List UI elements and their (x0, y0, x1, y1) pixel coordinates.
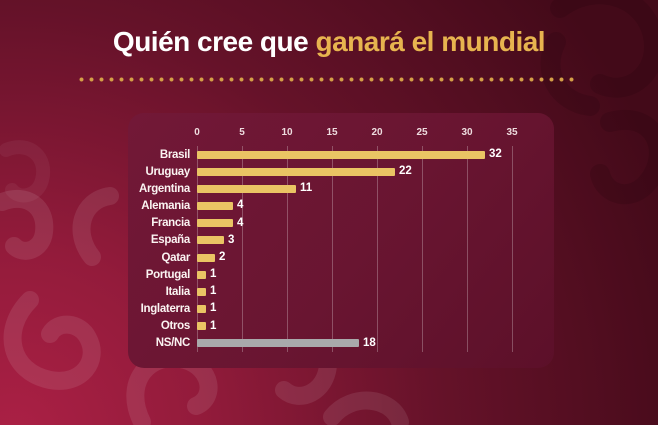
gridline (377, 146, 378, 352)
bar (197, 287, 206, 296)
swirl-ornament-left (0, 140, 51, 203)
bar (197, 322, 206, 331)
bar-row: Francia 4 (128, 215, 554, 232)
category-label-cell: NS/NC (128, 337, 197, 349)
bar-row: Uruguay 22 (128, 163, 554, 180)
category-label: Uruguay (145, 165, 190, 178)
x-axis-tick-label: 25 (416, 127, 428, 138)
gridline (422, 146, 423, 352)
bar-rows: Brasil 32 Uruguay 22 Argentina 11 Alemania 4 Fra… (128, 146, 554, 352)
bar-row: España 3 (128, 232, 554, 249)
x-axis-tick-label: 30 (461, 127, 473, 138)
value-label: 1 (210, 268, 217, 281)
category-label: Inglaterra (140, 303, 191, 316)
category-label: NS/NC (155, 337, 191, 350)
bar (197, 202, 233, 211)
x-axis-tick-label: 15 (326, 127, 338, 138)
bar-row: Inglaterra 1 (128, 301, 554, 318)
value-label: 4 (237, 216, 244, 229)
gridline (467, 146, 468, 352)
value-label: 22 (399, 165, 412, 177)
category-label-cell: Italia (128, 286, 197, 298)
x-axis-tick-label: 0 (194, 127, 200, 138)
bar (197, 253, 215, 262)
value-label: 1 (210, 319, 217, 332)
category-label-cell: Portugal (128, 269, 197, 281)
value-label: 2 (219, 250, 226, 263)
category-label-cell: Inglaterra (128, 303, 197, 315)
category-label-cell: España (128, 234, 197, 246)
x-axis-tick-label: 5 (239, 127, 245, 138)
bar-row: NS/NC 18 (128, 335, 554, 352)
category-label: Alemania (141, 200, 190, 213)
bar (197, 305, 206, 314)
category-label: Argentina (139, 182, 190, 195)
bar-row: Alemania 4 (128, 198, 554, 215)
category-label-cell: Brasil (128, 149, 197, 161)
bar (197, 219, 233, 228)
bar (197, 167, 395, 176)
bar-row: Italia 1 (128, 283, 554, 300)
category-label: Francia (151, 217, 190, 230)
bar-row: Brasil 32 (128, 146, 554, 163)
category-label-cell: Alemania (128, 200, 197, 212)
dotted-divider (79, 77, 579, 82)
bar (197, 236, 224, 245)
bar (197, 339, 359, 348)
bar (197, 270, 206, 279)
category-label-cell: Uruguay (128, 166, 197, 178)
gridline (242, 146, 243, 352)
bar (197, 150, 485, 159)
category-label-cell: Argentina (128, 183, 197, 195)
bar (197, 184, 296, 193)
category-label-cell: Otros (128, 320, 197, 332)
value-label: 11 (300, 182, 313, 195)
x-axis-tick-label: 35 (506, 127, 518, 138)
value-label: 32 (489, 147, 502, 160)
title-text: Quién cree que (112, 26, 309, 57)
value-label: 3 (228, 233, 235, 246)
bar-row: Argentina 11 (128, 180, 554, 197)
category-label: Qatar (161, 251, 190, 264)
x-axis-tick-label: 20 (371, 127, 383, 138)
bar-row: Portugal 1 (128, 266, 554, 283)
gridline (197, 146, 198, 352)
page-title: Quién cree que ganará el mundial (0, 26, 658, 58)
value-label: 1 (210, 302, 217, 315)
bar-row: Qatar 2 (128, 249, 554, 266)
category-label-cell: Qatar (128, 252, 197, 264)
value-label: 4 (237, 199, 244, 212)
gridline (512, 146, 513, 352)
category-label: Otros (160, 320, 190, 333)
category-label: España (150, 234, 190, 247)
chart-panel: 0 5 10 15 20 25 30 35 Brasil 32 Uruguay 22 Argentin… (128, 113, 554, 368)
value-label: 1 (210, 285, 217, 298)
title-accent-text: ganará el mundial (315, 26, 546, 57)
gridline (332, 146, 333, 352)
category-label: Brasil (159, 148, 190, 161)
category-label: Italia (165, 285, 191, 298)
gridline (287, 146, 288, 352)
bar-row: Otros 1 (128, 318, 554, 335)
category-label-cell: Francia (128, 217, 197, 229)
value-label: 18 (363, 336, 376, 349)
plot-area: 0 5 10 15 20 25 30 35 (194, 127, 518, 352)
x-axis-tick-label: 10 (281, 127, 293, 138)
category-label: Portugal (145, 268, 191, 281)
